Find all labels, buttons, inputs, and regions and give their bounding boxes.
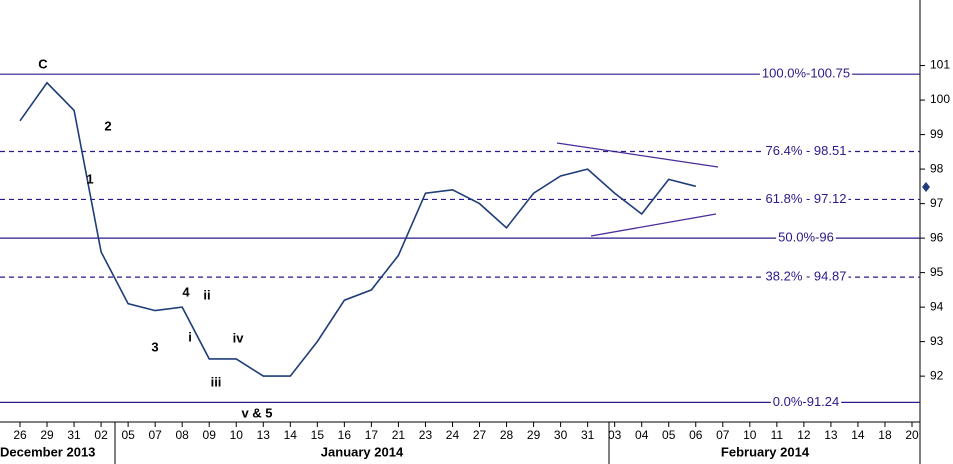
x-tick-label: 30 xyxy=(554,428,568,442)
x-tick-label: 05 xyxy=(121,428,135,442)
x-tick-label: 07 xyxy=(716,428,730,442)
y-tick-label: 98 xyxy=(930,161,944,175)
trend-line xyxy=(590,213,717,237)
x-tick-label: 13 xyxy=(824,428,838,442)
level-label: 76.4% - 98.51 xyxy=(766,143,847,158)
y-tick-label: 101 xyxy=(930,58,950,72)
wave-label: i xyxy=(188,329,192,344)
y-tick-label: 95 xyxy=(930,265,944,279)
level-label: 100.0%-100.75 xyxy=(762,66,850,81)
level-label: 0.0%-91.24 xyxy=(773,394,840,409)
y-tick-label: 99 xyxy=(930,127,944,141)
x-tick-label: 11 xyxy=(771,428,784,442)
x-tick-label: 03 xyxy=(608,428,622,442)
wave-label: C xyxy=(38,56,48,71)
level-label-bg xyxy=(770,393,842,409)
wave-label: 1 xyxy=(86,171,93,186)
wave-label: v & 5 xyxy=(241,405,272,420)
wave-label: iii xyxy=(211,374,222,389)
y-tick-label: 92 xyxy=(930,368,944,382)
x-tick-label: 02 xyxy=(94,428,108,442)
x-tick-label: 29 xyxy=(40,428,54,442)
x-tick-label: 31 xyxy=(67,428,81,442)
level-label-bg xyxy=(759,65,853,81)
x-tick-label: 20 xyxy=(905,428,919,442)
x-tick-label: 08 xyxy=(176,428,190,442)
wave-label: ii xyxy=(203,287,210,302)
wave-label: 2 xyxy=(104,118,111,133)
x-tick-label: 28 xyxy=(500,428,514,442)
month-label: December 2013 xyxy=(0,444,95,459)
x-tick-label: 27 xyxy=(473,428,487,442)
x-tick-label: 07 xyxy=(148,428,162,442)
y-tick-label: 100 xyxy=(930,92,950,106)
level-label-bg xyxy=(776,229,836,245)
level-label-bg xyxy=(763,142,849,158)
y-tick-label: 94 xyxy=(930,299,944,313)
y-tick-label: 93 xyxy=(930,334,944,348)
x-tick-label: 04 xyxy=(635,428,649,442)
x-tick-label: 10 xyxy=(743,428,757,442)
level-label-bg xyxy=(763,268,849,284)
x-tick-label: 14 xyxy=(851,428,865,442)
x-tick-label: 14 xyxy=(284,428,298,442)
x-tick-label: 31 xyxy=(581,428,595,442)
x-tick-label: 16 xyxy=(338,428,352,442)
wave-label: 3 xyxy=(151,339,158,354)
x-tick-label: 09 xyxy=(203,428,217,442)
month-label: February 2014 xyxy=(721,444,810,459)
wave-label: iv xyxy=(233,330,245,345)
x-tick-label: 06 xyxy=(689,428,703,442)
trend-line xyxy=(556,142,719,168)
x-tick-label: 29 xyxy=(527,428,541,442)
y-tick-label: 97 xyxy=(930,196,944,210)
x-tick-label: 23 xyxy=(419,428,433,442)
level-label-bg xyxy=(763,190,849,206)
x-tick-label: 10 xyxy=(230,428,244,442)
price-line xyxy=(19,81,696,377)
month-label: January 2014 xyxy=(321,444,404,459)
x-tick-label: 12 xyxy=(797,428,811,442)
x-tick-label: 24 xyxy=(446,428,460,442)
x-tick-label: 18 xyxy=(878,428,892,442)
level-label: 38.2% - 94.87 xyxy=(766,269,847,284)
y-tick-label: 96 xyxy=(930,230,944,244)
x-tick-label: 26 xyxy=(13,428,27,442)
x-tick-label: 21 xyxy=(392,428,406,442)
level-label: 50.0%-96 xyxy=(778,230,834,245)
price-marker xyxy=(922,182,930,192)
x-tick-label: 15 xyxy=(311,428,325,442)
level-label: 61.8% - 97.12 xyxy=(766,191,847,206)
x-tick-label: 17 xyxy=(365,428,379,442)
x-tick-label: 05 xyxy=(662,428,676,442)
x-tick-label: 13 xyxy=(257,428,271,442)
wave-label: 4 xyxy=(182,284,190,299)
